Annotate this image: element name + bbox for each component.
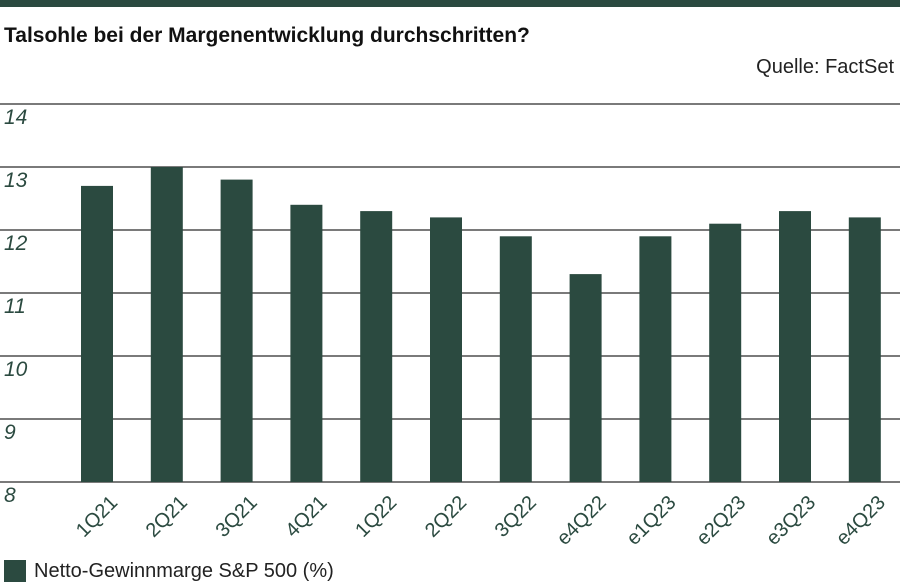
legend-swatch (4, 560, 26, 582)
x-tick-label: 1Q22 (351, 492, 401, 542)
x-tick-label: e4Q22 (553, 492, 611, 550)
bar (639, 236, 672, 482)
bar (290, 204, 323, 483)
y-tick-label: 9 (4, 421, 16, 444)
bar (220, 179, 253, 482)
y-tick-label: 14 (4, 106, 27, 129)
legend: Netto-Gewinnmarge S&P 500 (%) (4, 560, 334, 582)
x-tick-label: e3Q23 (762, 492, 820, 550)
x-tick-label: 2Q21 (142, 492, 192, 542)
x-tick-label: 3Q21 (212, 492, 262, 542)
x-tick-label: e1Q23 (623, 492, 681, 550)
y-tick-label: 11 (4, 295, 26, 318)
legend-label: Netto-Gewinnmarge S&P 500 (%) (34, 559, 334, 582)
bar (709, 223, 742, 482)
x-tick-label: 4Q21 (281, 492, 331, 542)
source-note: Quelle: FactSet (756, 56, 894, 78)
bar (430, 217, 462, 482)
bar (779, 211, 811, 482)
y-tick-label: 12 (4, 232, 28, 255)
bar (360, 211, 393, 482)
top-rule (0, 0, 900, 7)
bar (81, 185, 113, 482)
y-tick-label: 10 (4, 358, 28, 381)
y-tick-label: 13 (4, 169, 28, 192)
bar (499, 236, 532, 482)
bar-chart: 14 13 12 11 10 9 8 1Q21 2Q21 3Q21 4Q21 1Q22 2Q22 3Q22… (0, 103, 900, 550)
bar (569, 274, 602, 482)
x-tick-label: 3Q22 (491, 492, 541, 542)
x-tick-label: e4Q23 (832, 492, 890, 550)
x-tick-label: 1Q21 (72, 492, 122, 542)
x-tick-label: 2Q22 (421, 492, 471, 542)
y-tick-label: 8 (4, 484, 16, 507)
bar (848, 217, 881, 482)
chart-title: Talsohle bei der Margenentwicklung durch… (4, 24, 530, 47)
x-tick-label: e2Q23 (692, 492, 750, 550)
bar (150, 167, 183, 482)
